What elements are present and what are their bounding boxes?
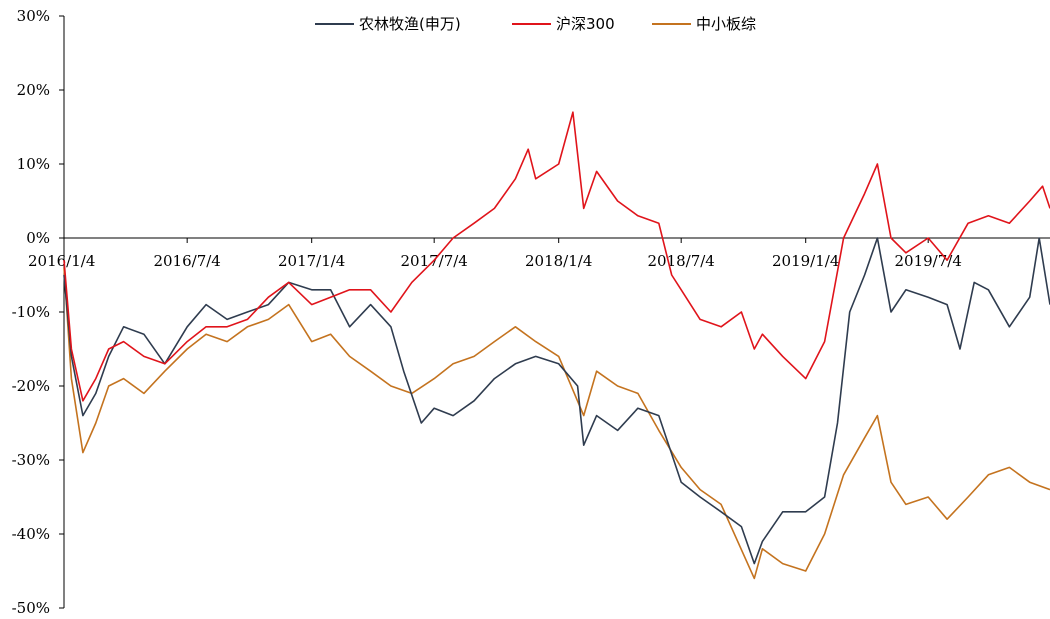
y-tick-label: 20% — [17, 81, 50, 99]
y-tick-label: -40% — [12, 525, 50, 543]
y-tick-label: -20% — [12, 377, 50, 395]
y-tick-label: 30% — [17, 7, 50, 25]
series-line-csi300 — [63, 111, 1050, 402]
x-tick-label: 2019/7/4 — [895, 252, 962, 270]
legend-label-csi300: 沪深300 — [556, 15, 615, 33]
legend-label-agriculture: 农林牧渔(申万) — [359, 15, 461, 33]
series-layer — [63, 111, 1050, 580]
y-tick-label: -30% — [12, 451, 50, 469]
x-tick-label: 2016/1/4 — [28, 252, 95, 270]
y-axis: 30% 20% 10% 0% -10% -20% -30% -40% -50% — [12, 7, 65, 617]
x-tick-label: 2018/7/4 — [647, 252, 714, 270]
legend-entry-csi300: 沪深300 — [512, 15, 615, 33]
y-tick-label: 10% — [17, 155, 50, 173]
legend: 农林牧渔(申万) 沪深300 中小板综 — [315, 15, 756, 33]
x-tick-label: 2017/1/4 — [278, 252, 345, 270]
y-tick-label: 0% — [26, 229, 50, 247]
legend-entry-agriculture: 农林牧渔(申万) — [315, 15, 461, 33]
x-tick-label: 2018/1/4 — [525, 252, 592, 270]
x-tick-label: 2016/7/4 — [153, 252, 220, 270]
legend-entry-sme-composite: 中小板综 — [652, 15, 756, 33]
legend-label-sme-composite: 中小板综 — [696, 15, 756, 33]
series-line-agriculture — [63, 237, 1050, 565]
series-line-sme-composite — [63, 267, 1050, 580]
y-tick-label: -10% — [12, 303, 50, 321]
y-tick-label: -50% — [12, 599, 50, 617]
x-tick-label: 2019/1/4 — [772, 252, 839, 270]
